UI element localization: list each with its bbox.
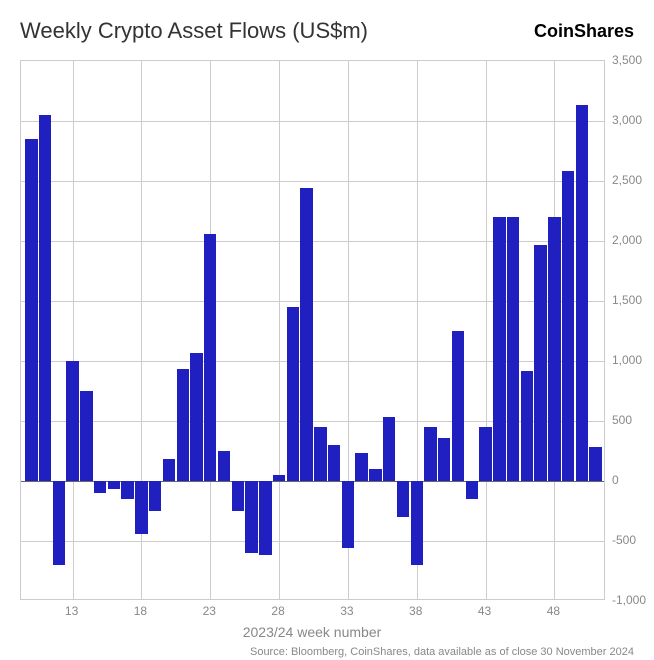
bar — [562, 171, 574, 481]
bar — [479, 427, 491, 481]
y-tick-label: 0 — [612, 473, 619, 487]
chart-plot-area — [20, 60, 605, 600]
y-tick-label: 2,000 — [612, 233, 642, 247]
bar — [80, 391, 92, 481]
bar — [245, 481, 257, 553]
bar — [548, 217, 560, 481]
gridline-h — [21, 541, 604, 542]
gridline-h — [21, 181, 604, 182]
bar — [232, 481, 244, 511]
bar — [204, 234, 216, 481]
x-axis-label: 2023/24 week number — [243, 624, 382, 640]
x-tick-label: 43 — [478, 604, 491, 618]
bar — [149, 481, 161, 511]
bar — [273, 475, 285, 481]
x-tick-label: 28 — [271, 604, 284, 618]
bar — [521, 371, 533, 481]
y-tick-label: 500 — [612, 413, 632, 427]
bar — [342, 481, 354, 548]
bar — [94, 481, 106, 493]
bar — [259, 481, 271, 555]
y-tick-label: 3,500 — [612, 53, 642, 67]
y-tick-label: 1,000 — [612, 353, 642, 367]
bar — [287, 307, 299, 481]
bar — [328, 445, 340, 481]
bar — [576, 105, 588, 481]
bar — [355, 453, 367, 481]
bar — [589, 447, 601, 481]
bar — [466, 481, 478, 499]
bar — [411, 481, 423, 565]
x-tick-label: 33 — [340, 604, 353, 618]
chart-title: Weekly Crypto Asset Flows (US$m) — [20, 18, 368, 44]
bar — [397, 481, 409, 517]
x-tick-label: 13 — [65, 604, 78, 618]
bar — [493, 217, 505, 481]
x-tick-label: 23 — [203, 604, 216, 618]
bar — [121, 481, 133, 499]
y-tick-label: 2,500 — [612, 173, 642, 187]
bar — [534, 245, 546, 481]
bar — [135, 481, 147, 534]
bar — [438, 438, 450, 481]
x-tick-label: 38 — [409, 604, 422, 618]
bar — [507, 217, 519, 481]
bar — [314, 427, 326, 481]
y-tick-label: 3,000 — [612, 113, 642, 127]
y-tick-label: -1,000 — [612, 593, 646, 607]
gridline-h — [21, 121, 604, 122]
brand-logo: CoinShares — [534, 21, 634, 42]
bar — [383, 417, 395, 481]
bar — [163, 459, 175, 481]
gridline-v — [486, 61, 487, 599]
bar — [66, 361, 78, 481]
y-tick-label: 1,500 — [612, 293, 642, 307]
bar — [39, 115, 51, 481]
bar — [424, 427, 436, 481]
bar — [300, 188, 312, 481]
gridline-v — [279, 61, 280, 599]
bar — [369, 469, 381, 481]
bar — [108, 481, 120, 489]
source-text: Source: Bloomberg, CoinShares, data avai… — [250, 646, 634, 658]
bar — [53, 481, 65, 565]
bar — [218, 451, 230, 481]
bar — [25, 139, 37, 481]
bar — [177, 369, 189, 481]
gridline-v — [73, 61, 74, 599]
bar — [452, 331, 464, 481]
bar — [190, 353, 202, 481]
x-tick-label: 18 — [134, 604, 147, 618]
x-tick-label: 48 — [547, 604, 560, 618]
y-tick-label: -500 — [612, 533, 636, 547]
